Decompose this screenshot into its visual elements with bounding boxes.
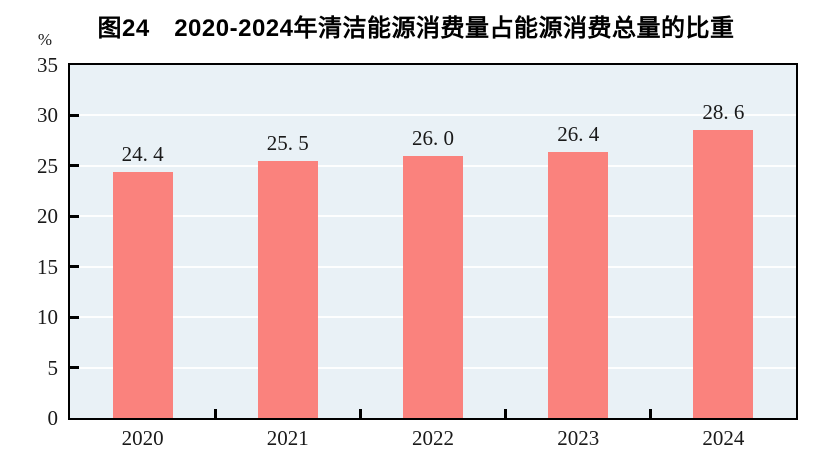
x-axis-tick-mark <box>358 409 362 418</box>
bar-2022 <box>403 155 463 418</box>
bar-2024 <box>693 129 754 418</box>
bar-2021 <box>257 160 318 418</box>
x-axis-tick-label: 2023 <box>557 426 600 450</box>
y-axis-tick-label: 0 <box>47 406 59 430</box>
bar-2023 <box>548 151 609 418</box>
x-axis-tick-mark <box>649 409 653 418</box>
bar-value-label: 24. 4 <box>121 141 164 166</box>
y-axis-tick-mark <box>70 265 79 269</box>
x-axis-tick-label: 2020 <box>121 426 164 450</box>
y-axis-tick-mark <box>70 164 79 168</box>
y-axis-tick-label: 10 <box>37 305 58 330</box>
bar-value-label: 26. 4 <box>557 121 600 146</box>
plot-area: 24. 4 25. 5 26. 0 26. 4 28. 6 <box>68 63 798 420</box>
y-axis-unit-label: % <box>37 30 53 49</box>
bar-value-label: 26. 0 <box>412 125 454 150</box>
gridline <box>70 114 796 117</box>
y-axis-tick-label: 5 <box>47 355 59 380</box>
y-axis-tick-mark <box>70 366 79 370</box>
y-axis-tick-label: 25 <box>37 153 58 178</box>
x-axis-tick-label: 2022 <box>412 426 454 450</box>
y-axis-tick-label: 15 <box>37 254 58 279</box>
y-axis-tick-mark <box>70 315 79 319</box>
y-axis-tick-label: 20 <box>37 204 58 229</box>
x-axis-tick-label: 2021 <box>266 426 309 450</box>
y-axis-tick-mark <box>70 214 79 218</box>
x-axis-tick-mark <box>213 409 217 418</box>
bar-2020 <box>112 171 173 418</box>
bar-value-label: 25. 5 <box>266 130 309 155</box>
y-axis-tick-label: 35 <box>37 53 58 77</box>
chart-title: 图24 2020-2024年清洁能源消费量占能源消费总量的比重 <box>97 15 735 42</box>
x-axis-tick-mark <box>504 409 508 418</box>
y-axis-tick-label: 30 <box>37 103 58 128</box>
x-axis-tick-label: 2024 <box>702 426 745 450</box>
y-axis-tick-mark <box>70 113 79 117</box>
bar-value-label: 28. 6 <box>702 99 745 124</box>
